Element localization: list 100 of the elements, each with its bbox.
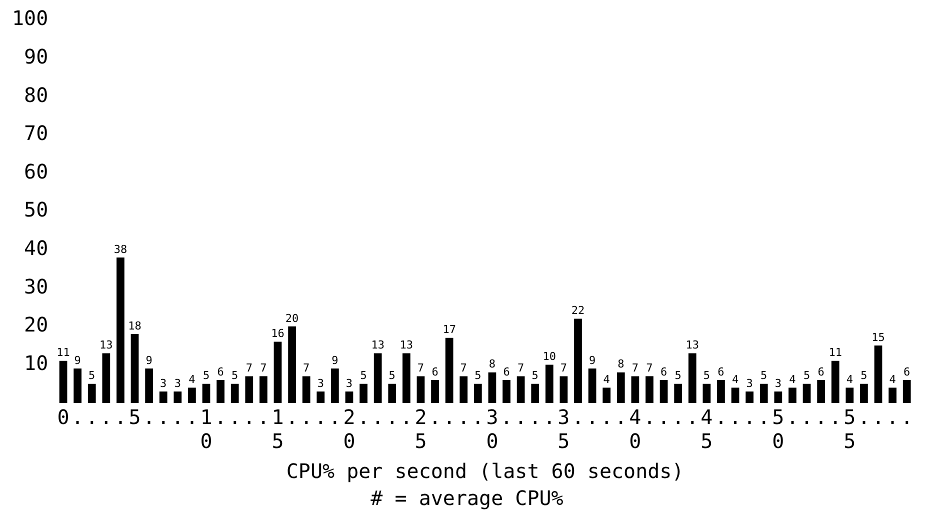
y-tick-label: 20 [24,312,48,337]
bar [145,368,153,403]
data-label: 13 [100,338,113,352]
bar [717,380,725,403]
x-tick-label: . [886,405,899,430]
data-label: 7 [517,362,524,375]
data-label: 4 [732,373,739,386]
x-tick-label: . [428,405,442,430]
x-tick-label: . [600,405,613,430]
data-label: 5 [760,369,768,382]
data-label: 5 [360,369,367,382]
x-tick-label: . [572,405,584,430]
y-tick-label: 100 [12,6,48,30]
x-tick-label: . [443,405,456,430]
x-tick-label: . [500,405,513,430]
bar [545,364,554,403]
x-tick-label: . [372,405,384,430]
bar [188,388,196,403]
x-tick-label: 0 [57,405,70,430]
x-tick-label: . [358,405,370,430]
data-label: 11 [56,346,70,360]
bar [574,318,582,403]
data-label: 3 [317,376,324,390]
data-label: 17 [442,323,456,336]
y-tick-label: 10 [24,350,48,375]
y-tick-label: 40 [24,236,48,260]
bar [788,388,796,403]
bar [388,384,396,403]
data-label: 22 [571,304,585,318]
x-tick-label: . [257,405,270,430]
data-label: 5 [202,369,210,382]
data-label: 6 [718,365,724,378]
bar [302,376,310,403]
x-tick-label: . [100,405,112,430]
bar [316,392,325,403]
data-label: 11 [828,346,842,360]
x-tick-label: 5 [128,405,141,430]
data-label: 5 [388,369,396,382]
x-tick-label: . [386,405,398,430]
data-label: 3 [774,376,782,390]
bar [159,392,168,403]
x-tick-label: . [286,405,298,430]
data-label: 6 [904,365,910,378]
x-tick-label: . [300,405,312,430]
bar [760,384,768,403]
x-tick-label: . [328,405,341,430]
bar [174,392,182,403]
data-label: 15 [872,330,885,344]
data-label: 7 [246,362,252,375]
bar [431,380,439,403]
data-label: 6 [818,365,824,378]
data-label: 3 [174,376,181,390]
data-label: 5 [232,369,238,382]
data-label: 4 [603,373,610,386]
bar [888,388,896,403]
x-tick-label: 35 [558,405,570,454]
bar [817,380,825,403]
bar [216,380,224,403]
bar [345,392,354,403]
bar [288,326,296,403]
bar [360,384,368,403]
x-tick-label: . [614,405,627,430]
x-tick-label: 15 [272,405,284,454]
x-tick-label: . [858,405,870,430]
data-label: 8 [618,358,624,371]
bar [488,372,496,403]
x-tick-label: . [314,405,327,430]
data-label: 5 [703,369,710,382]
data-label: 13 [686,338,700,352]
data-label: 7 [460,362,467,375]
bar [860,384,868,403]
bar [874,346,882,403]
bar [416,376,425,403]
data-label: 6 [660,365,668,378]
data-label: 9 [332,354,338,367]
bar [846,388,854,403]
data-label: 7 [560,362,568,375]
y-tick-label: 60 [24,159,48,184]
data-label: 10 [542,350,556,364]
x-tick-label: 50 [772,405,784,454]
x-tick-label: . [514,405,527,430]
x-tick-label: 45 [700,405,713,454]
data-label: 3 [346,376,353,390]
x-tick-label: . [243,405,256,430]
x-tick-label: . [815,405,828,430]
bar [531,384,540,403]
data-label: 5 [532,369,538,382]
x-tick-label: . [400,405,412,430]
data-label: 5 [803,369,810,382]
x-tick-label: . [143,405,156,430]
x-tick-label: . [758,405,770,430]
data-label: 7 [417,362,424,375]
data-label: 6 [432,365,438,378]
x-tick-label: . [157,405,170,430]
x-tick-label: 55 [844,405,856,454]
x-tick-label: . [744,405,756,430]
bar [588,368,596,403]
bar [646,376,654,403]
x-tick-label: 25 [414,405,427,454]
bar [88,384,96,403]
